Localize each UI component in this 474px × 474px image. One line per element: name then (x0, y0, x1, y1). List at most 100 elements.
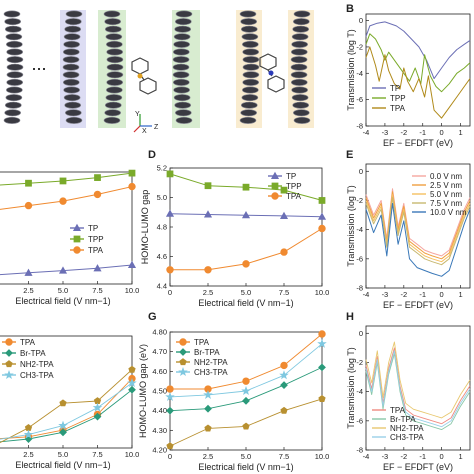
y-tick-label: -6 (356, 254, 363, 263)
x-tick-label: 7.5 (279, 452, 289, 461)
y-tick-label: 4.4 (157, 282, 167, 291)
x-tick-label: 10.0 (125, 286, 140, 295)
panel-letter-g: G (148, 311, 157, 323)
series-ch3-tpa (365, 350, 471, 428)
electrode-atom-layer (290, 56, 308, 64)
electrode-atom-layer (293, 10, 311, 18)
y-tick-label: 4.80 (152, 328, 167, 337)
electrode-atom-layer (103, 116, 121, 124)
data-point (204, 404, 212, 413)
legend-label-nh2-tpa: NH2-TPA (390, 424, 424, 433)
data-point (127, 260, 137, 269)
x-tick-label: 2.5 (23, 286, 33, 295)
electrode-atom-layer (242, 63, 260, 71)
electrode-atom-layer (291, 40, 308, 48)
data-point (280, 406, 288, 414)
electrode-atom-layer (173, 40, 190, 48)
legend-label-br-tpa: Br-TPA (390, 415, 416, 424)
electrode-atom-layer (104, 18, 121, 26)
electrode-atom-layer (6, 48, 24, 56)
electrode-atom-layer (6, 78, 24, 86)
x-tick-label: -3 (382, 290, 389, 299)
data-point (128, 365, 136, 373)
chart-gap-g: 0 2.5 5.0 7.5 10.0 4.80 4.70 4.60 4.50 4.40 4.30 4.… (138, 328, 329, 473)
legend-label-br-tpa: Br-TPA (194, 348, 220, 357)
electrode-atom-layer (105, 94, 123, 102)
electrode-atom-layer (65, 10, 83, 18)
x-tick-label: 1 (458, 452, 462, 461)
data-point (128, 385, 136, 394)
data-point (24, 201, 33, 210)
legend-label-tpa: TPA (286, 192, 302, 201)
data-point (203, 210, 213, 218)
x-tick-label: 7.5 (92, 450, 102, 459)
electrode-atom-layer (290, 78, 308, 86)
y-tick-label: 0 (359, 329, 363, 338)
legend-label-5-0-v-nm: 5.0 V nm (430, 190, 462, 199)
x-tick-label: -4 (363, 128, 370, 137)
electrode-atom-layer (63, 40, 80, 48)
legend-marker (4, 370, 14, 380)
y-tick-label: 4.40 (152, 406, 167, 415)
x-tick-label: 2.5 (203, 452, 213, 461)
electrode-atom-layer (105, 101, 122, 109)
x-tick-label: 1 (458, 290, 462, 299)
data-point (92, 402, 103, 412)
legend-marker (179, 338, 187, 346)
x-axis-label: Electrical field (V nm−1) (198, 462, 293, 472)
electrode-atom-layer (241, 33, 259, 41)
x-tick-label: -2 (400, 128, 407, 137)
series-line-nh2-tpa (365, 341, 471, 419)
legend-label-10-0-v-nm: 10.0 V nm (430, 208, 467, 217)
series-tpp (365, 33, 471, 93)
tp-molecule-dot (43, 68, 45, 70)
electrode-atom-layer (173, 86, 190, 94)
schematic-junction: Y X Z (3, 10, 314, 135)
y-tick-label: 4.50 (152, 387, 167, 396)
data-point (280, 361, 288, 370)
electrode-atom-layer (172, 78, 190, 86)
data-point (280, 186, 288, 194)
data-point (242, 396, 250, 405)
data-point (241, 386, 251, 396)
x-tick-label: -4 (363, 452, 370, 461)
data-point (318, 330, 326, 338)
x-tick-label: 0 (168, 288, 172, 297)
electrode-atom-layer (106, 78, 124, 86)
electrode-atom-layer (293, 116, 311, 124)
electrode-atom-layer (241, 94, 259, 102)
y-tick-label: -8 (356, 284, 363, 293)
legend-marker (5, 338, 13, 346)
tpp-molecule-icon (131, 57, 157, 95)
legend-marker (270, 171, 280, 180)
legend-label-7-5-v-nm: 7.5 V nm (430, 199, 462, 208)
electrode-atom-layer (62, 71, 80, 79)
series-tpa (0, 182, 136, 210)
x-tick-label: 2.5 (23, 450, 33, 459)
legend-label-tp: TP (88, 224, 98, 233)
panel-letter-h: H (346, 311, 354, 323)
series-line-ch3-tpa (365, 350, 471, 428)
plot-frame (365, 163, 471, 289)
series-nh2-tpa (365, 341, 471, 419)
electrode-atom-layer (65, 116, 83, 124)
x-tick-label: -3 (382, 128, 389, 137)
data-point (166, 266, 174, 274)
electrode-atom-layer (63, 94, 81, 102)
y-tick-label: -6 (356, 95, 363, 104)
y-tick-label: -8 (356, 446, 363, 455)
electrode-atom-layer (4, 18, 21, 26)
data-point (166, 406, 174, 415)
legend-label-2-5-v-nm: 2.5 V nm (430, 181, 462, 190)
electrode-atom-layer (106, 63, 124, 71)
electrode-atom-layer (240, 18, 257, 26)
y-tick-label: 4.60 (152, 367, 167, 376)
data-point (241, 210, 251, 219)
data-point (24, 424, 33, 431)
